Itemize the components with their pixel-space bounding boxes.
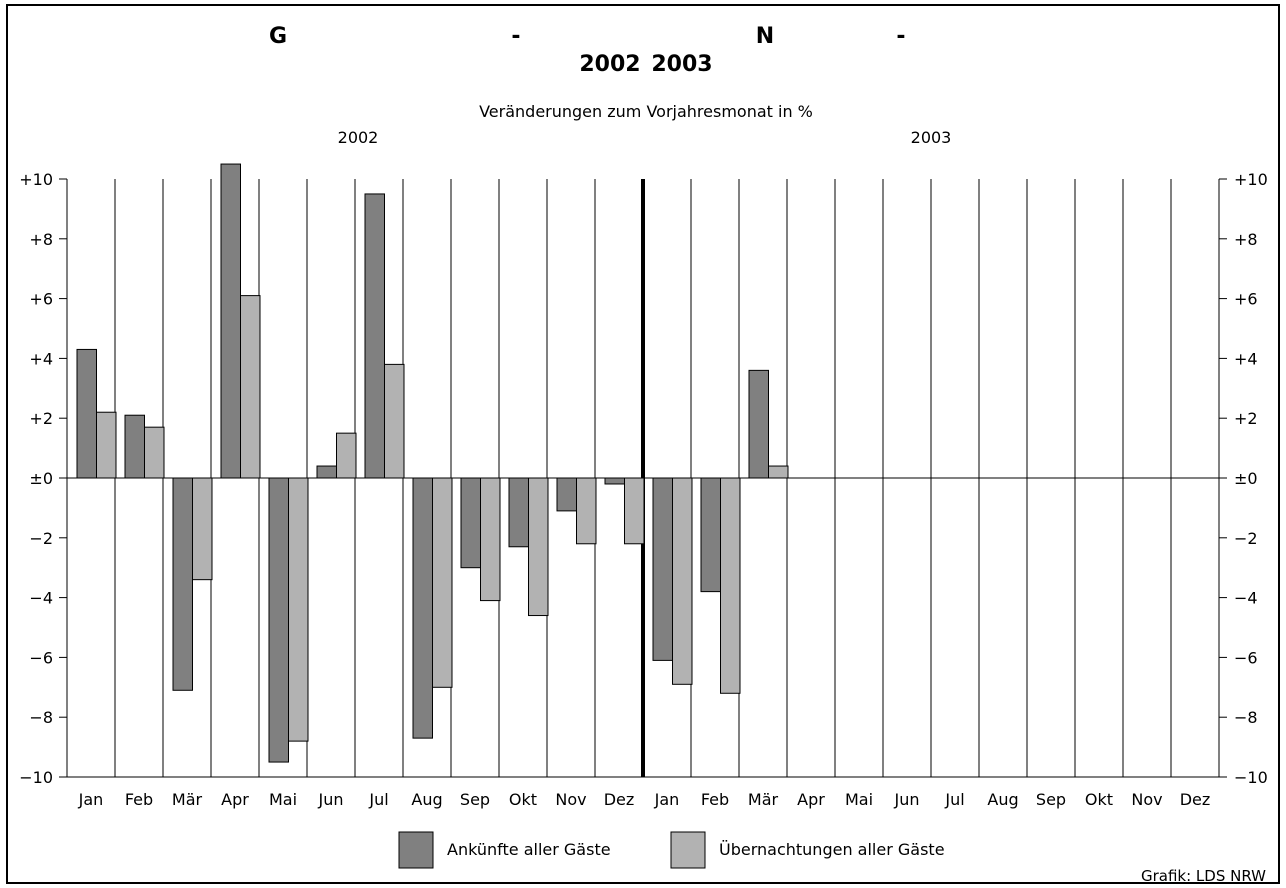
y-tick-label-left: +4 xyxy=(29,349,53,368)
y-tick-label-right: −8 xyxy=(1234,708,1258,727)
y-tick-label-left: −8 xyxy=(29,708,53,727)
x-tick-label: Sep xyxy=(460,790,490,809)
bar-uebernachtungen-2 xyxy=(192,477,213,581)
y-tick-label-left: +2 xyxy=(29,409,53,428)
bar-ankuenfte-11 xyxy=(604,477,625,485)
x-tick-label: Jul xyxy=(944,790,964,809)
bar-ankuenfte-14 xyxy=(748,369,769,479)
bar-uebernachtungen-7 xyxy=(432,477,453,688)
y-tick-label-right: −10 xyxy=(1234,768,1268,787)
bar-uebernachtungen-14 xyxy=(768,465,789,479)
bar-uebernachtungen-10 xyxy=(576,477,597,545)
title-fragment-2: - xyxy=(511,24,520,49)
y-tick-label-left: −2 xyxy=(29,529,53,548)
bar-uebernachtungen-4 xyxy=(288,477,309,742)
y-tick-label-left: ±0 xyxy=(29,469,53,488)
x-tick-label: Jan xyxy=(654,790,680,809)
x-tick-label: Jun xyxy=(894,790,920,809)
x-tick-label: Aug xyxy=(411,790,442,809)
bar-uebernachtungen-8 xyxy=(480,477,501,602)
x-tick-label: Mai xyxy=(845,790,873,809)
y-tick-label-right: −2 xyxy=(1234,529,1258,548)
x-tick-label: Mär xyxy=(172,790,203,809)
y-tick-label-right: +10 xyxy=(1234,170,1268,189)
y-tick-label-left: +10 xyxy=(19,170,53,189)
bar-uebernachtungen-13 xyxy=(720,477,741,694)
chart-subtitle: Veränderungen zum Vorjahresmonat in % xyxy=(479,102,813,121)
x-tick-label: Okt xyxy=(509,790,537,809)
y-tick-label-right: +2 xyxy=(1234,409,1258,428)
legend-label-ankuenfte: Ankünfte aller Gäste xyxy=(447,840,611,859)
year-label-2002: 2002 xyxy=(338,128,379,147)
y-tick-label-left: −10 xyxy=(19,768,53,787)
x-tick-label: Okt xyxy=(1085,790,1113,809)
x-tick-label: Dez xyxy=(1180,790,1211,809)
y-tick-label-right: +8 xyxy=(1234,230,1258,249)
y-tick-label-right: ±0 xyxy=(1234,469,1258,488)
legend-swatch-ankuenfte xyxy=(398,831,434,869)
bar-ankuenfte-1 xyxy=(124,414,145,479)
bar-ankuenfte-3 xyxy=(220,163,241,479)
y-tick-label-left: −6 xyxy=(29,648,53,667)
bar-uebernachtungen-1 xyxy=(144,426,165,479)
x-tick-label: Jul xyxy=(368,790,388,809)
bar-uebernachtungen-6 xyxy=(384,363,405,479)
x-tick-label: Mär xyxy=(748,790,779,809)
bar-ankuenfte-13 xyxy=(700,477,721,593)
x-tick-label: Sep xyxy=(1036,790,1066,809)
bar-uebernachtungen-11 xyxy=(624,477,645,545)
y-tick-labels: +10 +10 +8 +8 +6 +6 +4 +4 +2 +2 ±0 ±0 −2 −2 −4 −4 −6 −6 −8… xyxy=(19,170,1268,787)
x-tick-label: Jun xyxy=(318,790,344,809)
title-year-2002: 2002 xyxy=(579,52,640,77)
legend-swatch-uebernachtungen xyxy=(670,831,706,869)
y-tick-label-left: +6 xyxy=(29,290,53,309)
bar-ankuenfte-10 xyxy=(556,477,577,512)
bar-uebernachtungen-5 xyxy=(336,432,357,479)
y-tick-label-right: +6 xyxy=(1234,290,1258,309)
credit-text: Grafik: LDS NRW xyxy=(1141,867,1266,885)
title-fragment-1: G xyxy=(269,24,287,49)
title-year-2003: 2003 xyxy=(651,52,712,77)
y-tick-label-right: −4 xyxy=(1234,589,1258,608)
x-tick-label: Dez xyxy=(604,790,635,809)
bar-ankuenfte-7 xyxy=(412,477,433,739)
x-tick-label: Nov xyxy=(1131,790,1162,809)
x-tick-label: Nov xyxy=(555,790,586,809)
title-fragment-3: N xyxy=(756,24,774,49)
bar-uebernachtungen-0 xyxy=(96,411,117,479)
bar-ankuenfte-12 xyxy=(652,477,673,661)
bar-ankuenfte-9 xyxy=(508,477,529,548)
x-tick-label: Feb xyxy=(125,790,153,809)
y-tick-label-left: −4 xyxy=(29,589,53,608)
x-tick-label: Jan xyxy=(78,790,104,809)
bars xyxy=(76,163,789,763)
bar-ankuenfte-8 xyxy=(460,477,481,569)
x-tick-label: Feb xyxy=(701,790,729,809)
chart-titles: G - N - 2002 2003 Veränderungen zum Vorj… xyxy=(269,24,951,147)
bar-uebernachtungen-9 xyxy=(528,477,549,617)
bar-ankuenfte-5 xyxy=(316,465,337,479)
bar-uebernachtungen-3 xyxy=(240,295,261,479)
y-tick-label-left: +8 xyxy=(29,230,53,249)
legend-label-uebernachtungen: Übernachtungen aller Gäste xyxy=(719,840,945,859)
x-tick-labels: Jan Feb Mär Apr Mai Jun Jul Aug Sep Okt Nov Dez Jan F… xyxy=(78,790,1211,809)
x-tick-label: Apr xyxy=(221,790,249,809)
x-tick-label: Mai xyxy=(269,790,297,809)
legend: Ankünfte aller Gäste Übernachtungen alle… xyxy=(398,831,945,869)
axes xyxy=(59,178,1227,778)
bar-ankuenfte-6 xyxy=(364,193,385,479)
y-tick-label-right: +4 xyxy=(1234,349,1258,368)
x-tick-label: Aug xyxy=(987,790,1018,809)
bar-ankuenfte-2 xyxy=(172,477,193,691)
title-fragment-4: - xyxy=(896,24,905,49)
y-tick-label-right: −6 xyxy=(1234,648,1258,667)
bar-uebernachtungen-12 xyxy=(672,477,693,685)
x-tick-label: Apr xyxy=(797,790,825,809)
bar-ankuenfte-0 xyxy=(76,348,97,479)
year-label-2003: 2003 xyxy=(911,128,952,147)
bar-ankuenfte-4 xyxy=(268,477,289,763)
